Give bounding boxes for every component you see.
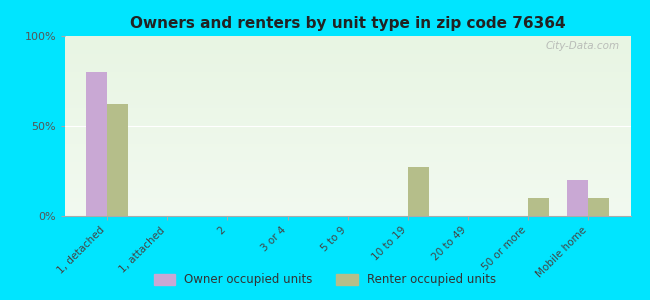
Bar xyxy=(86,72,107,216)
Bar xyxy=(588,198,610,216)
Bar xyxy=(408,167,429,216)
Legend: Owner occupied units, Renter occupied units: Owner occupied units, Renter occupied un… xyxy=(149,269,501,291)
Title: Owners and renters by unit type in zip code 76364: Owners and renters by unit type in zip c… xyxy=(130,16,566,31)
Bar xyxy=(107,104,128,216)
Text: City-Data.com: City-Data.com xyxy=(545,41,619,51)
Bar xyxy=(567,180,588,216)
Bar xyxy=(528,198,549,216)
